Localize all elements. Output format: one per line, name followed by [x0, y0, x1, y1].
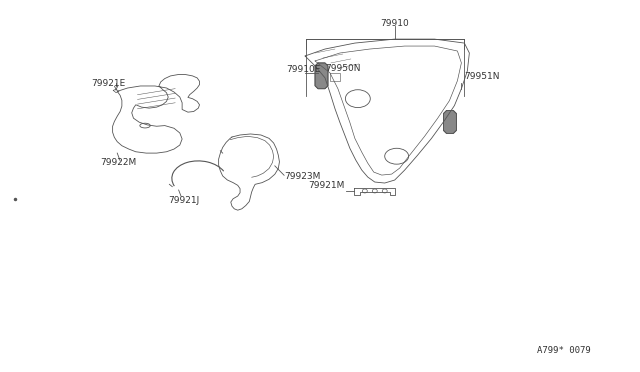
Polygon shape — [315, 63, 328, 89]
Text: 79950N: 79950N — [325, 64, 360, 73]
Text: 79921M: 79921M — [308, 180, 345, 189]
Text: A799* 0079: A799* 0079 — [537, 346, 591, 355]
Text: 79921J: 79921J — [168, 196, 200, 205]
Text: 79922M: 79922M — [100, 158, 136, 167]
Text: 79910: 79910 — [380, 19, 409, 28]
Polygon shape — [444, 110, 456, 134]
Text: 79951N: 79951N — [465, 73, 500, 81]
Text: 79921E: 79921E — [91, 79, 125, 88]
Text: 79910E: 79910E — [286, 65, 321, 74]
Text: 79923M: 79923M — [284, 172, 321, 181]
